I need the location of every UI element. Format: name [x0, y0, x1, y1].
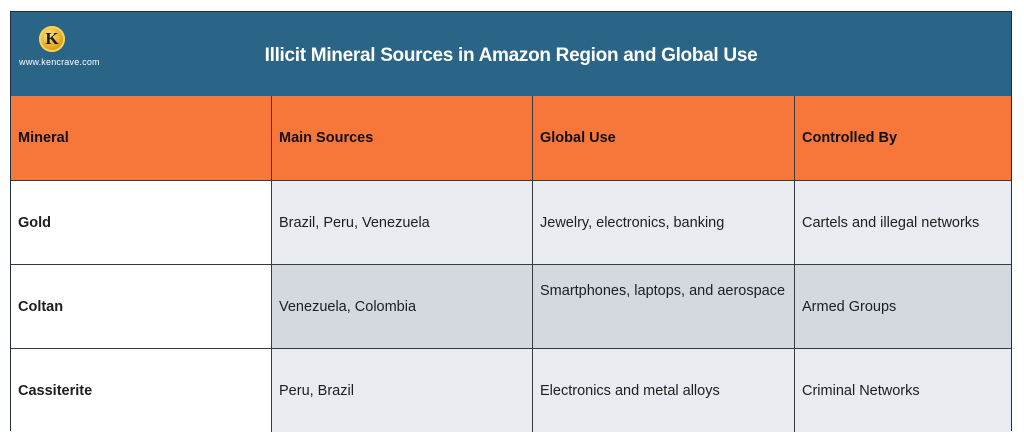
- mineral-cell: Cassiterite: [11, 349, 272, 432]
- main-sources-cell: Venezuela, Colombia: [272, 265, 533, 348]
- website-label: www.kencrave.com: [19, 57, 100, 67]
- main-sources-cell: Brazil, Peru, Venezuela: [272, 181, 533, 264]
- controlled-by-cell: Criminal Networks: [795, 349, 1011, 432]
- table-header-row: Mineral Main Sources Global Use Controll…: [11, 96, 1011, 180]
- column-header-controlled-by: Controlled By: [802, 130, 898, 146]
- table-row: Cassiterite Peru, Brazil Electronics and…: [11, 348, 1011, 432]
- controlled-by-cell: Cartels and illegal networks: [795, 181, 1011, 264]
- table-frame: K www.kencrave.com Illicit Mineral Sourc…: [10, 11, 1012, 432]
- table-row: Coltan Venezuela, Colombia Smartphones, …: [11, 264, 1011, 348]
- minerals-table: Mineral Main Sources Global Use Controll…: [11, 96, 1011, 432]
- main-sources-cell: Peru, Brazil: [272, 349, 533, 432]
- global-use-cell: Jewelry, electronics, banking: [533, 181, 795, 264]
- page-title: Illicit Mineral Sources in Amazon Region…: [264, 45, 758, 66]
- mineral-cell: Coltan: [11, 265, 272, 348]
- mineral-cell: Gold: [11, 181, 272, 264]
- title-banner: K www.kencrave.com Illicit Mineral Sourc…: [11, 12, 1011, 96]
- global-use-cell: Smartphones, laptops, and aerospace: [533, 265, 795, 348]
- kencrave-logo-icon: K: [39, 26, 65, 52]
- column-header-mineral: Mineral: [11, 96, 272, 180]
- table-row: Gold Brazil, Peru, Venezuela Jewelry, el…: [11, 180, 1011, 264]
- global-use-cell: Electronics and metal alloys: [533, 349, 795, 432]
- controlled-by-cell: Armed Groups: [795, 265, 1011, 348]
- column-header-main-sources: Main Sources: [272, 96, 533, 180]
- column-header-global-use: Global Use: [533, 96, 795, 180]
